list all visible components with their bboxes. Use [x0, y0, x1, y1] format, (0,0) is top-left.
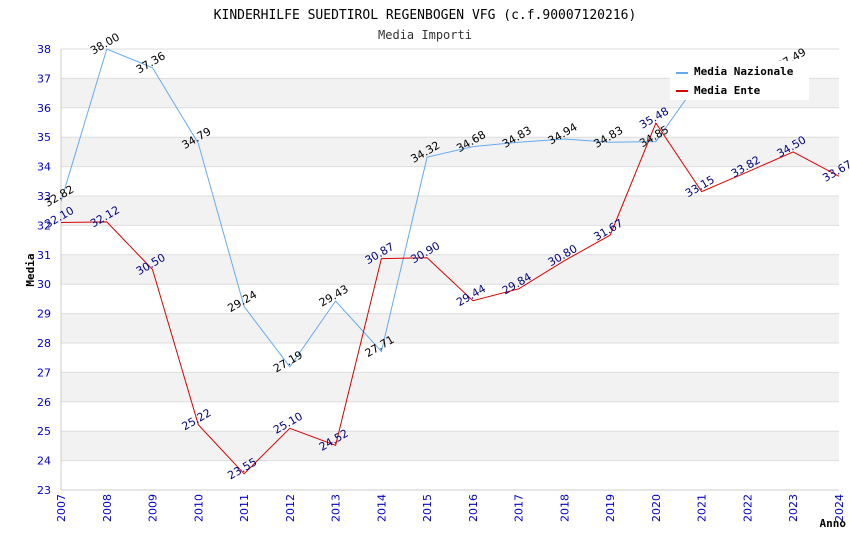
x-tick-labels: 2007 2008 2009 2010 2011 2012 2013 2014 2015 2016… — [55, 494, 846, 522]
x-tick-label: 2021 — [696, 494, 709, 522]
y-tick-label: 31 — [37, 249, 51, 262]
x-tick-label: 2008 — [101, 494, 114, 522]
grid-band — [61, 372, 839, 402]
data-label-ente: 25.22 — [180, 406, 214, 433]
series-line-0 — [60, 48, 703, 368]
grid-lines — [61, 48, 839, 491]
data-label-nazionale: 29.43 — [317, 282, 351, 309]
grid-bands — [61, 78, 839, 461]
chart-title: KINDERHILFE SUEDTIROL REGENBOGEN VFG (c.… — [214, 8, 637, 23]
data-label-ente: 29.44 — [454, 282, 488, 309]
series-line-1 — [60, 122, 840, 475]
chart-subtitle: Media Importi — [378, 28, 472, 42]
x-tick-label: 2014 — [375, 494, 388, 522]
x-tick-label: 2024 — [833, 494, 846, 522]
x-tick-label: 2016 — [467, 494, 480, 522]
y-tick-labels: 23 24 25 26 27 28 29 30 31 32 33 34 35 36 37 38 — [37, 43, 51, 497]
legend-label-nazionale: Media Nazionale — [694, 65, 794, 78]
legend-label-ente: Media Ente — [694, 84, 761, 97]
series-lines — [60, 48, 840, 475]
data-label-nazionale: 29.24 — [225, 288, 259, 315]
x-axis-label: Anno — [820, 517, 847, 530]
y-tick-label: 23 — [37, 484, 51, 497]
y-tick-label: 26 — [37, 396, 51, 409]
x-tick-label: 2015 — [421, 494, 434, 522]
x-tick-label: 2009 — [147, 494, 160, 522]
y-tick-label: 30 — [37, 278, 51, 291]
y-tick-label: 29 — [37, 308, 51, 321]
y-tick-label: 37 — [37, 72, 51, 85]
x-tick-label: 2022 — [741, 494, 754, 522]
x-tick-label: 2018 — [558, 494, 571, 522]
y-tick-label: 38 — [37, 43, 51, 56]
grid-band — [61, 431, 839, 461]
y-tick-label: 24 — [37, 455, 51, 468]
grid-band — [61, 196, 839, 226]
y-tick-label: 28 — [37, 337, 51, 350]
y-tick-label: 33 — [37, 190, 51, 203]
x-tick-label: 2010 — [192, 494, 205, 522]
data-label-nazionale: 37.36 — [134, 49, 168, 76]
y-tick-label: 27 — [37, 366, 51, 379]
x-tick-label: 2011 — [238, 494, 251, 522]
x-tick-label: 2012 — [284, 494, 297, 522]
y-axis-label: Media — [24, 253, 37, 286]
x-tick-label: 2017 — [513, 494, 526, 522]
x-tick-label: 2019 — [604, 494, 617, 522]
y-tick-label: 36 — [37, 102, 51, 115]
x-tick-label: 2023 — [787, 494, 800, 522]
grid-band — [61, 313, 839, 343]
legend: Media Nazionale Media Ente — [670, 61, 809, 100]
y-tick-label: 35 — [37, 131, 51, 144]
y-tick-label: 32 — [37, 219, 51, 232]
x-tick-label: 2020 — [650, 494, 663, 522]
y-tick-label: 25 — [37, 425, 51, 438]
x-tick-label: 2013 — [330, 494, 343, 522]
data-label-nazionale: 27.19 — [271, 348, 305, 375]
x-tick-label: 2007 — [55, 494, 68, 522]
legend-box — [670, 61, 809, 100]
y-tick-label: 34 — [37, 161, 51, 174]
